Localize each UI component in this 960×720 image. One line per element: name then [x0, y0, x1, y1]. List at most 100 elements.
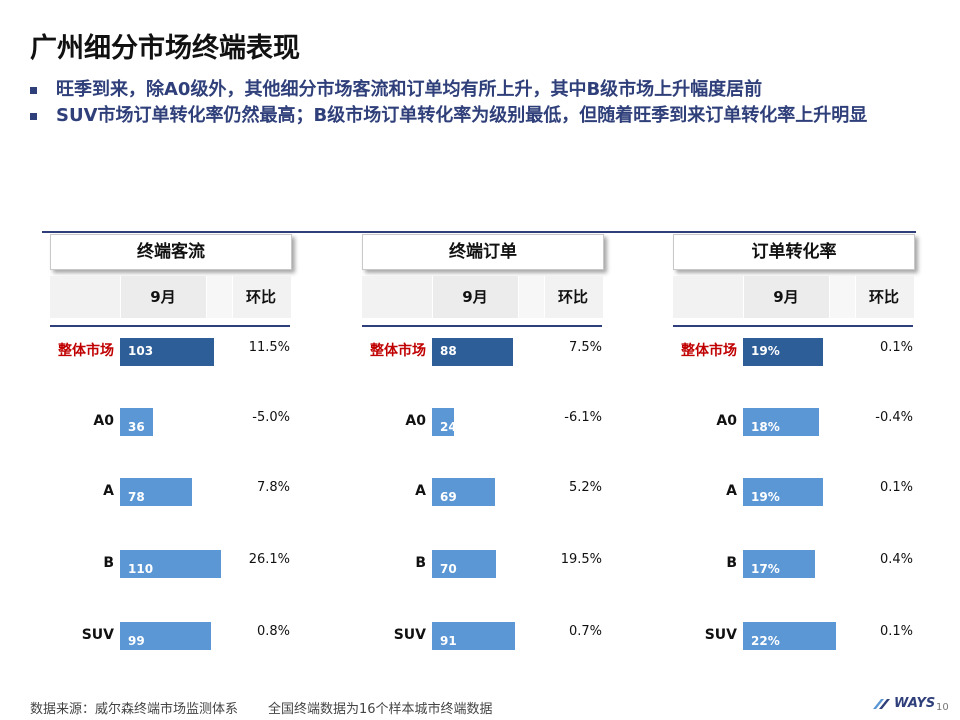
bar-value-label: 91 — [440, 634, 457, 648]
row-label: A0 — [405, 413, 426, 429]
row-label: SUV — [81, 627, 114, 643]
value-bar — [743, 338, 823, 366]
bar-value-label: 22% — [751, 634, 780, 648]
table-row: B 70 19.5% — [362, 548, 602, 578]
row-label: 整体市场 — [681, 343, 737, 359]
table-row: 整体市场 19% 0.1% — [673, 336, 913, 366]
panel-title: 终端订单 — [362, 234, 604, 270]
bar-value-label: 17% — [751, 562, 780, 576]
bar-value-label: 24 — [440, 420, 457, 434]
table-row: 整体市场 88 7.5% — [362, 336, 602, 366]
row-label: A0 — [716, 413, 737, 429]
table-row: SUV 91 0.7% — [362, 620, 602, 650]
bar-value-label: 88 — [440, 344, 457, 358]
mom-value: 7.8% — [256, 480, 290, 495]
table-row: A0 36 -5.0% — [50, 406, 290, 436]
mom-value: 11.5% — [248, 340, 290, 355]
value-bar — [120, 478, 192, 506]
value-bar — [432, 550, 496, 578]
row-label: SUV — [393, 627, 426, 643]
bar-value-label: 18% — [751, 420, 780, 434]
mom-value: -0.4% — [875, 410, 913, 425]
value-bar — [743, 550, 815, 578]
mom-value: 0.7% — [568, 624, 602, 639]
bar-value-label: 99 — [128, 634, 145, 648]
mom-value: 7.5% — [568, 340, 602, 355]
bar-value-label: 19% — [751, 344, 780, 358]
ways-logo-mark-icon — [873, 698, 890, 709]
table-row: A 19% 0.1% — [673, 476, 913, 506]
row-label: A — [726, 483, 737, 499]
column-header-month: 9月 — [150, 288, 176, 306]
value-bar — [743, 478, 823, 506]
page-number: 10 — [936, 702, 949, 713]
table-header: 9月 环比 — [362, 276, 603, 318]
bullet-item: 旺季到来，除A0级外，其他细分市场客流和订单均有所上升，其中B级市场上升幅度居前 — [30, 78, 940, 102]
mom-value: 0.4% — [879, 552, 913, 567]
table-row: A0 18% -0.4% — [673, 406, 913, 436]
value-bar — [432, 622, 515, 650]
row-label: 整体市场 — [370, 343, 426, 359]
table-row: A0 24 -6.1% — [362, 406, 602, 436]
row-label: B — [415, 555, 426, 571]
column-header-mom: 环比 — [245, 288, 276, 306]
value-bar — [432, 338, 513, 366]
mom-value: 5.2% — [568, 480, 602, 495]
footer-note: 全国终端数据为16个样本城市终端数据 — [268, 702, 493, 717]
column-header-month: 9月 — [462, 288, 488, 306]
column-header-mom: 环比 — [557, 288, 588, 306]
value-bar — [743, 622, 836, 650]
value-bar — [120, 622, 211, 650]
mom-value: -5.0% — [252, 410, 290, 425]
table-row: 整体市场 103 11.5% — [50, 336, 290, 366]
bullet-square-icon — [30, 113, 37, 120]
mom-value: -6.1% — [564, 410, 602, 425]
table-divider — [362, 325, 602, 327]
mom-value: 0.8% — [256, 624, 290, 639]
value-bar — [120, 408, 153, 436]
panel-title: 订单转化率 — [673, 234, 915, 270]
value-bar — [432, 478, 495, 506]
mom-value: 0.1% — [879, 624, 913, 639]
value-bar — [743, 408, 819, 436]
row-label: A — [103, 483, 114, 499]
table-row: B 17% 0.4% — [673, 548, 913, 578]
mom-value: 19.5% — [560, 552, 602, 567]
bar-value-label: 110 — [128, 562, 154, 576]
bullet-item: SUV市场订单转化率仍然最高；B级市场订单转化率为级别最低，但随着旺季到来订单转… — [30, 104, 940, 128]
bar-value-label: 36 — [128, 420, 145, 434]
table-divider — [673, 325, 913, 327]
table-header: 9月 环比 — [50, 276, 291, 318]
panel-orders: 终端订单 9月 环比 整体市场 88 7.5% A0 24 -6.1% A 69 5.2% B 70… — [362, 234, 612, 664]
header-divider — [42, 231, 916, 233]
row-label: 整体市场 — [58, 343, 114, 359]
panel-conversion: 订单转化率 9月 环比 整体市场 19% 0.1% A0 18% -0.4% A 19% 0.1… — [673, 234, 923, 664]
row-label: A0 — [93, 413, 114, 429]
bar-value-label: 70 — [440, 562, 457, 576]
table-row: SUV 99 0.8% — [50, 620, 290, 650]
panel-title: 终端客流 — [50, 234, 292, 270]
bar-value-label: 78 — [128, 490, 145, 504]
column-header-mom: 环比 — [868, 288, 899, 306]
bullet-square-icon — [30, 87, 37, 94]
row-label: A — [415, 483, 426, 499]
column-header-month: 9月 — [773, 288, 799, 306]
row-label: SUV — [704, 627, 737, 643]
value-bar — [120, 550, 221, 578]
table-row: SUV 22% 0.1% — [673, 620, 913, 650]
bullet-text: SUV市场订单转化率仍然最高；B级市场订单转化率为级别最低，但随着旺季到来订单转… — [56, 105, 868, 126]
page-title: 广州细分市场终端表现 — [30, 33, 300, 64]
table-row: B 110 26.1% — [50, 548, 290, 578]
table-row: A 69 5.2% — [362, 476, 602, 506]
table-row: A 78 7.8% — [50, 476, 290, 506]
value-bar — [432, 408, 454, 436]
row-label: B — [726, 555, 737, 571]
table-header: 9月 环比 — [673, 276, 914, 318]
summary-bullets: 旺季到来，除A0级外，其他细分市场客流和订单均有所上升，其中B级市场上升幅度居前… — [30, 78, 940, 130]
bar-value-label: 103 — [128, 344, 154, 358]
ways-logo: WAYS — [872, 696, 935, 711]
mom-value: 0.1% — [879, 480, 913, 495]
row-label: B — [103, 555, 114, 571]
bar-value-label: 19% — [751, 490, 780, 504]
logo-text: WAYS — [894, 696, 936, 711]
